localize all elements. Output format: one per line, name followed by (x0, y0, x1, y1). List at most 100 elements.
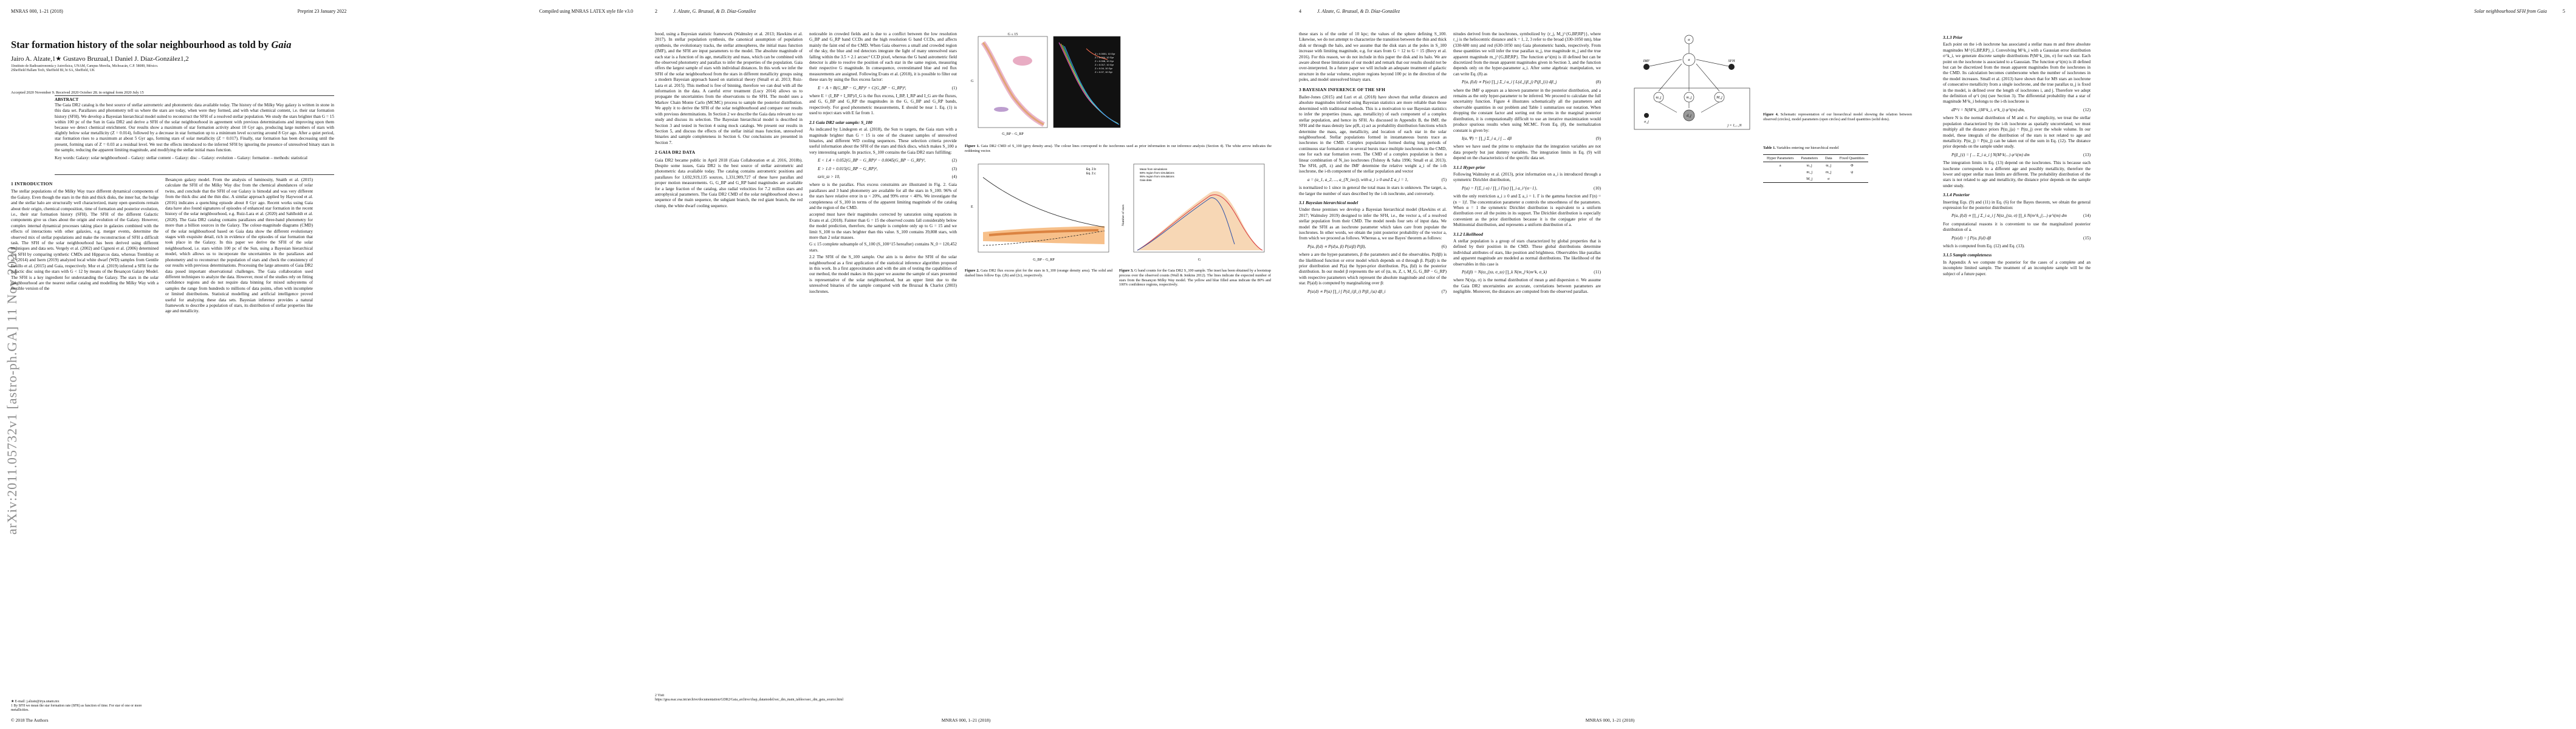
subsection-heading: 2.1 Gaia DR2 solar sample: S_100 (809, 119, 872, 125)
paragraph: Inserting Eqs. (9) and (11) in Eq. (6) f… (1943, 199, 2091, 210)
fig2-legend: Eq. 2.b Eq. 2.c (1086, 168, 1096, 176)
header-style-note: Compiled using MNRAS LATEX style file v3… (539, 9, 633, 14)
keywords: Key words: Galaxy: solar neighbourhood –… (55, 156, 307, 161)
abstract-text: The Gaia DR2 catalog is the best source … (55, 103, 334, 152)
subsection-heading: 3.1 Bayesian hierarchical model (1299, 199, 1358, 205)
graph-nodes (1643, 35, 1735, 122)
table-header: Fixed Quantities (1835, 154, 1868, 162)
paragraph: where we have used the prime to emphasiz… (1453, 144, 1601, 161)
svg-text:SFH: SFH (1728, 60, 1736, 63)
page-4: Solar neighbourhood SFH from Gaia 5 3.1.… (1932, 0, 2576, 729)
p1-column-2: Besançon galaxy model. From the analysis… (165, 177, 313, 697)
figure-4-caption: Figure 4. Schematic representation of ou… (1763, 112, 1912, 122)
paragraph: For computational reasons it is convenie… (1943, 221, 2091, 233)
header-journal: MNRAS 000, 1–21 (2018) (11, 9, 63, 14)
paragraph: Each point on the i-th isochrone has ass… (1943, 42, 2091, 104)
author-list: Jairo A. Alzate,1★ Gustavo Bruzual,1 Dan… (11, 55, 189, 63)
table-header: Parameters (1797, 154, 1821, 162)
paragraph: which is computed from Eq. (12) and Eq. … (1943, 244, 2025, 248)
equation-8: P(a, β|d) ∝ P(a) ∏_j Σ_i a_i ∫ L(d_j|β_j… (1462, 80, 1601, 85)
table-row: m_j m_j ψ (1806, 170, 1854, 174)
svg-text:Eq. 2.b: Eq. 2.b (1086, 168, 1096, 171)
svg-text:j = 1,...,N: j = 1,...,N (1727, 124, 1742, 128)
paper-title: Star formation history of the solar neig… (11, 39, 292, 50)
figure-2-caption: Figure 2. Gaia DR2 flux excess plot for … (965, 269, 1112, 278)
paragraph: noticeable in crowded fields and is due … (809, 32, 957, 83)
paragraph: where N(x|μ, σ) is the normal distributi… (1453, 278, 1601, 295)
page-1: MNRAS 000, 1–21 (2018) Preprint 23 Janua… (0, 0, 644, 729)
page-footer: MNRAS 000, 1–21 (2018) (1585, 717, 1635, 723)
paragraph: where ϖ is the parallax. Flux excess con… (809, 182, 957, 210)
plate (1634, 87, 1750, 130)
p4-column-1: 3.1.3 Prior Each point on the i-th isoch… (1943, 32, 2091, 700)
page-2: 2 J. Alzate, G. Bruzual, & D. Díaz-Gonzá… (644, 0, 1288, 729)
svg-text:m_j: m_j (1687, 96, 1692, 100)
equation-11: P(d|β) = N(ϖ_j|ϖ, σ_ϖ) ∏_k N(m_j^k|m^k, … (1462, 270, 1601, 275)
paragraph: where a are the hyper-parameters, β the … (1299, 252, 1447, 286)
svg-text:Eq. 2.c: Eq. 2.c (1086, 172, 1096, 176)
fig2-xlabel: G_BP − G_RP (1033, 258, 1055, 262)
equation-12: dP^i = N(M^k_i|M^k_i, σ^k_i) φ^i(m) dm,(… (1951, 107, 2091, 112)
mean-sim-line (1137, 194, 1263, 251)
section-heading: 3 BAYESIAN INFERENCE OF THE SFH (1299, 86, 1385, 92)
affiliations: 1Instituto de Radioastronomía y Astrofís… (11, 64, 159, 72)
paragraph: where N is the normal distribution of M … (1943, 115, 2091, 149)
gaia-data-line (1137, 197, 1235, 251)
svg-text:68% region from simulations: 68% region from simulations (1140, 171, 1175, 174)
paragraph: Besançon galaxy model. From the analysis… (165, 177, 313, 314)
page-header: MNRAS 000, 1–21 (2018) Preprint 23 Janua… (11, 9, 633, 17)
svg-text:Z = 0.0001, 10 Gyr: Z = 0.0001, 10 Gyr (1095, 52, 1115, 55)
equation-13: P(β_j|i) = ∫ ... Σ_i a_i ∫ N(M^k|...) φ^… (1951, 152, 2091, 157)
svg-text:Z = 0.07, 10 Gyr: Z = 0.07, 10 Gyr (1095, 70, 1113, 74)
table-1-caption: Table 1. Variables entering our hierarch… (1763, 146, 1839, 150)
page-header: 4 J. Alzate, G. Bruzual, & D. Díaz-Gonzá… (1299, 9, 1921, 17)
paragraph: hood, using a Bayesian statistic framewo… (655, 32, 803, 145)
paragraph: G ≤ 15 complete subsample of S_100 (S_10… (809, 242, 957, 253)
figure-2-flux-excess: Eq. 2.b Eq. 2.c G_BP − G_RP E (971, 163, 1109, 262)
equation-9: I(a, Ψ) = ∏_j Σ_i a_i ∫ ... dβ (9) (1462, 135, 1601, 141)
figure-1-caption: Figure 1. Gaia DR2 CMD of S_100 (grey de… (965, 144, 1272, 153)
svg-text:σ_j: σ_j (1644, 120, 1649, 124)
paragraph: where E = (I_BP + I_RP)/I_G is the flux … (809, 94, 957, 116)
fig1-isochrone-panel (1053, 36, 1121, 128)
equation-7: P(a|d) ∝ P(a) ∏_i ∫ P(d_i|β_i) P(β_i|a) … (1307, 289, 1447, 294)
page-footer: MNRAS 000, 1–21 (2018) (941, 717, 991, 723)
paragraph: The stellar populations of the Milky Way… (11, 189, 159, 292)
paragraph: As indicated by Lindegren et al. (2018),… (809, 127, 957, 155)
fig1-xlabel: G_BP − G_RP (1002, 132, 1024, 136)
svg-text:M_j: M_j (1716, 96, 1722, 100)
running-head: J. Alzate, G. Bruzual, & D. Díaz-Gonzále… (673, 9, 756, 14)
confidence-band (1137, 191, 1262, 250)
figure-4-graphical-model: α a IMF SFH ϖ_j m_j M_j σ_j d_j j = 1,..… (1634, 35, 1750, 130)
p2-column-1: hood, using a Bayesian statistic framewo… (655, 32, 803, 688)
equation-5: a = (a_1, a_2, ..., a_{N_iso}), with a_i… (1307, 177, 1447, 182)
paragraph: A stellar population is a group of stars… (1453, 239, 1601, 267)
abstract-bottom-rule (55, 174, 334, 175)
svg-text:a: a (1688, 58, 1690, 62)
fig3-xlabel: G (1198, 258, 1201, 262)
paragraph: The integration limits in Eq. (13) depen… (1943, 160, 2091, 188)
subsection-heading: 3.1.2 Likelihood (1453, 231, 1483, 237)
page-number: 5 (2563, 9, 2565, 14)
p1-column-1: 1 INTRODUCTION The stellar populations o… (11, 177, 159, 691)
p3-column-1: these stars is of the order of 10 kpc; t… (1299, 32, 1447, 700)
table-row: M_j σ (1763, 176, 1868, 183)
fig1-ylabel: G (971, 80, 974, 83)
cmd-density (981, 41, 1045, 127)
equation-1: E = A + B(G_BP − G_RP)² + C(G_BP − G_RP)… (818, 85, 957, 91)
svg-text:Z = 0.04, 10 Gyr: Z = 0.04, 10 Gyr (1095, 67, 1113, 70)
table-1: Hyper Parameters Parameters Data Fixed Q… (1763, 154, 1868, 183)
equation-6: P(a, β|d) ∝ P(d|a, β) P(a|β) P(β), (6) (1307, 244, 1447, 249)
equation-3: E > 1.0 + 0.015(G_BP − G_RP)², (3) (818, 166, 957, 171)
flux-excess-density (983, 226, 1105, 244)
fig3-ylabel: Number of stars (1121, 205, 1125, 226)
equation-2: E < 1.4 + 0.052(G_BP − G_RP)² − 0.0045(G… (818, 158, 957, 163)
svg-text:Mean from simulations: Mean from simulations (1140, 168, 1168, 171)
copyright: © 2018 The Authors (11, 717, 49, 723)
fig3-legend: Mean from simulations 68% region from si… (1140, 168, 1175, 182)
paragraph: with the only restriction a_i ≥ 0 and Σ … (1453, 194, 1601, 228)
svg-text:IMF: IMF (1643, 60, 1650, 63)
header-preprint-date: Preprint 23 January 2022 (297, 9, 347, 14)
abstract-heading: ABSTRACT (55, 97, 79, 102)
svg-text:ϖ_j: ϖ_j (1656, 96, 1662, 100)
